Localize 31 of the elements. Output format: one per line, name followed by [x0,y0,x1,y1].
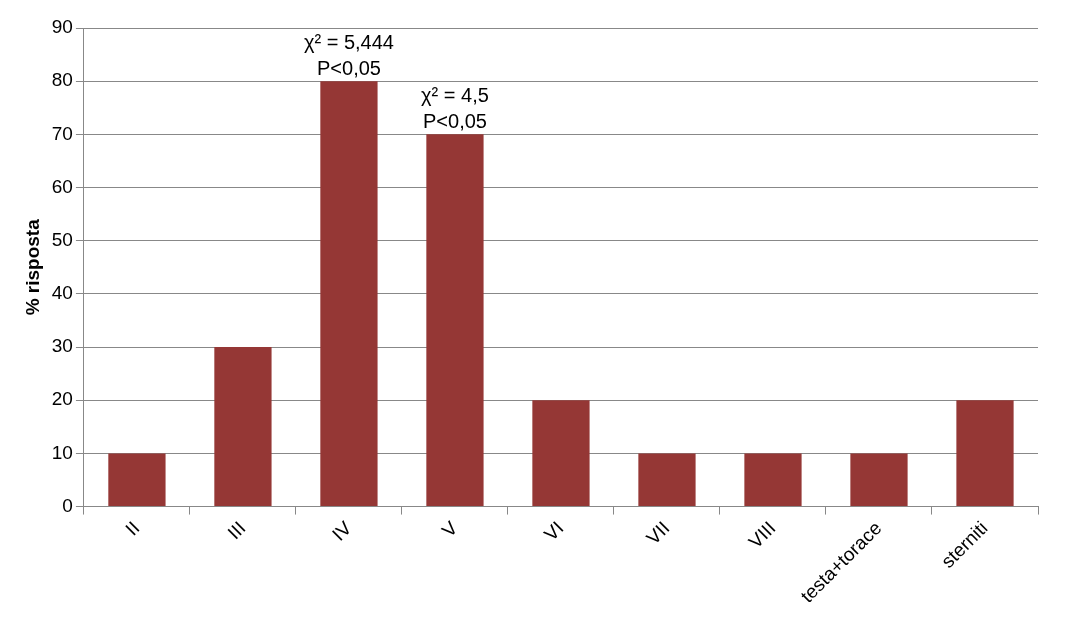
bar [744,453,802,507]
y-tick-label: 90 [51,16,73,38]
annotation: P<0,05 [316,56,381,79]
bar [956,400,1014,507]
bar [214,347,272,507]
x-tick-label: VI [539,517,568,545]
annotation: χ² = 4,5 [421,83,489,106]
bar [108,453,166,507]
annotation: P<0,05 [422,109,487,132]
y-tick-label: 30 [51,335,73,357]
y-tick-label: 50 [51,228,73,250]
annotation: χ² = 5,444 [303,30,394,53]
bar [638,453,696,507]
y-tick-label: 70 [51,122,73,144]
y-tick-label: 0 [62,494,73,516]
y-axis-title: % risposta [21,218,43,316]
y-tick-label: 40 [51,282,73,304]
x-tick-label: IV [327,517,356,545]
y-tick-label: 60 [51,175,73,197]
x-tick-label: II [121,517,144,540]
x-tick-label: VIII [744,517,780,553]
y-tick-label: 80 [51,69,73,91]
y-tick-label: 20 [51,388,73,410]
y-tick-label: 10 [51,441,73,463]
x-tick-label: VII [642,517,674,549]
bar [532,400,590,507]
bar [426,134,484,507]
bar [320,81,378,507]
x-tick-label: V [437,517,462,542]
x-tick-label: III [223,517,250,544]
bar [850,453,908,507]
